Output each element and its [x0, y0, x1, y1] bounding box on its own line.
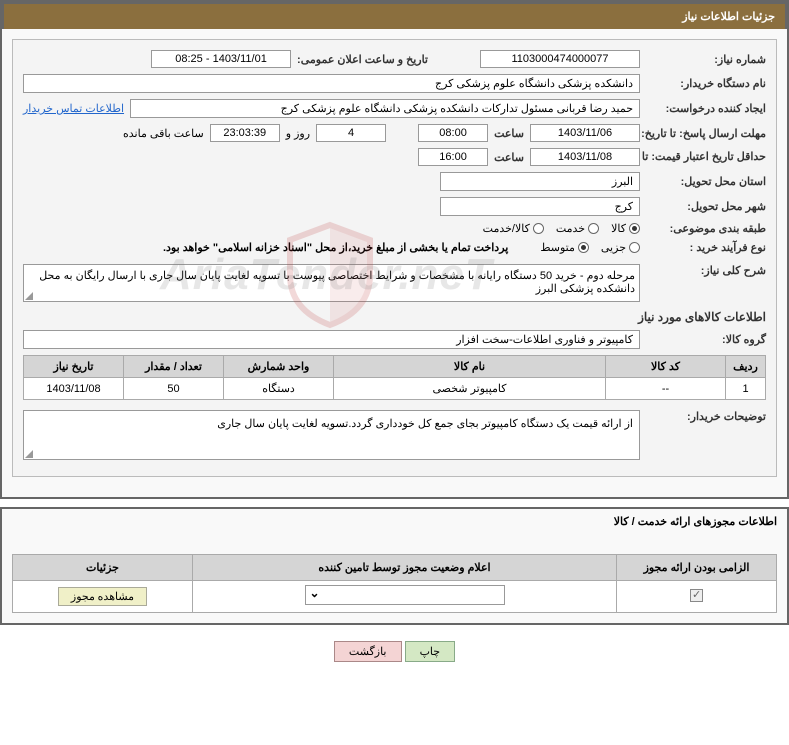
radio-goods[interactable] [629, 223, 640, 234]
cell-qty: 50 [124, 378, 224, 400]
purchase-type-group: جزیی متوسط [540, 241, 640, 254]
permits-title: اطلاعات مجوزهای ارائه خدمت / کالا [2, 509, 787, 534]
price-validity-label: حداقل تاریخ اعتبار قیمت: تا تاریخ: [646, 150, 766, 164]
remain-suffix: ساعت باقی مانده [123, 127, 204, 140]
buyer-notes-text: از ارائه قیمت یک دستگاه کامپیوتر بجای جم… [217, 418, 633, 430]
delivery-province-label: استان محل تحویل: [646, 175, 766, 188]
need-desc-label: شرح کلی نیاز: [646, 264, 766, 277]
th-row: ردیف [726, 356, 766, 378]
reply-deadline-label: مهلت ارسال پاسخ: تا تاریخ: [646, 127, 766, 140]
requester-value: حمید رضا قربانی مسئول تدارکات دانشکده پز… [130, 99, 640, 118]
reply-date: 1403/11/06 [530, 124, 640, 142]
permit-row: مشاهده مجوز [13, 581, 777, 613]
details-box: شماره نیاز: 1103000474000077 تاریخ و ساع… [12, 39, 777, 477]
buyer-org-value: دانشکده پزشکی دانشگاه علوم پزشکی کرج [23, 74, 640, 93]
announce-label: تاریخ و ساعت اعلان عمومی: [297, 53, 428, 66]
need-number-label: شماره نیاز: [646, 53, 766, 66]
print-button[interactable]: چاپ [405, 641, 456, 662]
purchase-type-label: نوع فرآیند خرید : [646, 241, 766, 254]
price-validity-time: 16:00 [418, 148, 488, 166]
cell-rownum: 1 [726, 378, 766, 400]
th-qty: تعداد / مقدار [124, 356, 224, 378]
category-radio-group: کالا خدمت کالا/خدمت [483, 222, 640, 235]
panel-title: جزئیات اطلاعات نیاز [2, 2, 787, 29]
goods-group-label: گروه کالا: [646, 333, 766, 346]
cell-unit: دستگاه [224, 378, 334, 400]
buyer-notes-box[interactable]: از ارائه قیمت یک دستگاه کامپیوتر بجای جم… [23, 410, 640, 460]
radio-service[interactable] [588, 223, 599, 234]
cell-code: -- [606, 378, 726, 400]
days-suffix: روز و [286, 127, 310, 140]
delivery-city-label: شهر محل تحویل: [646, 200, 766, 213]
permit-th-status: اعلام وضعیت مجوز توسط تامین کننده [193, 555, 617, 581]
permit-status-dropdown[interactable] [305, 585, 505, 605]
need-desc-textarea[interactable]: مرحله دوم - خرید 50 دستگاه رایانه با مشخ… [23, 264, 640, 302]
radio-service-label: خدمت [556, 222, 585, 235]
time-label-1: ساعت [494, 127, 524, 140]
goods-info-title: اطلاعات کالاهای مورد نیاز [23, 310, 766, 324]
cell-name: کامپیوتر شخصی [334, 378, 606, 400]
radio-small-label: جزیی [601, 241, 626, 254]
need-desc-text: مرحله دوم - خرید 50 دستگاه رایانه با مشخ… [39, 270, 635, 295]
radio-medium[interactable] [578, 242, 589, 253]
view-permit-button[interactable]: مشاهده مجوز [58, 587, 147, 606]
permits-panel: اطلاعات مجوزهای ارائه خدمت / کالا الزامی… [0, 507, 789, 625]
announce-value: 1403/11/01 - 08:25 [151, 50, 291, 68]
delivery-province: البرز [440, 172, 640, 191]
resize-handle-icon[interactable] [25, 290, 35, 300]
purchase-note: پرداخت تمام یا بخشی از مبلغ خرید،از محل … [163, 241, 508, 254]
goods-group-value: کامپیوتر و فناوری اطلاعات-سخت افزار [23, 330, 640, 349]
goods-table: ردیف کد کالا نام کالا واحد شمارش تعداد /… [23, 355, 766, 400]
requester-label: ایجاد کننده درخواست: [646, 102, 766, 115]
category-label: طبقه بندی موضوعی: [646, 222, 766, 235]
time-label-2: ساعت [494, 151, 524, 164]
permit-mandatory-checkbox [690, 589, 703, 602]
days-remaining: 4 [316, 124, 386, 142]
reply-time: 08:00 [418, 124, 488, 142]
radio-medium-label: متوسط [540, 241, 575, 254]
resize-handle-icon-2[interactable] [25, 448, 35, 458]
permit-th-details: جزئیات [13, 555, 193, 581]
radio-both-label: کالا/خدمت [483, 222, 530, 235]
th-date: تاریخ نیاز [24, 356, 124, 378]
time-remaining: 23:03:39 [210, 124, 280, 142]
buyer-notes-label: توضیحات خریدار: [646, 410, 766, 423]
cell-date: 1403/11/08 [24, 378, 124, 400]
th-code: کد کالا [606, 356, 726, 378]
table-row: 1 -- کامپیوتر شخصی دستگاه 50 1403/11/08 [24, 378, 766, 400]
th-name: نام کالا [334, 356, 606, 378]
buyer-org-label: نام دستگاه خریدار: [646, 77, 766, 90]
permit-th-mandatory: الزامی بودن ارائه مجوز [617, 555, 777, 581]
back-button[interactable]: بازگشت [334, 641, 402, 662]
radio-both[interactable] [533, 223, 544, 234]
th-unit: واحد شمارش [224, 356, 334, 378]
permits-table: الزامی بودن ارائه مجوز اعلام وضعیت مجوز … [12, 554, 777, 613]
radio-small[interactable] [629, 242, 640, 253]
main-panel: جزئیات اطلاعات نیاز شماره نیاز: 11030004… [0, 0, 789, 499]
price-validity-date: 1403/11/08 [530, 148, 640, 166]
delivery-city: کرج [440, 197, 640, 216]
buyer-contact-link[interactable]: اطلاعات تماس خریدار [23, 102, 124, 115]
action-buttons: چاپ بازگشت [0, 633, 789, 670]
need-number-value: 1103000474000077 [480, 50, 640, 68]
radio-goods-label: کالا [611, 222, 626, 235]
